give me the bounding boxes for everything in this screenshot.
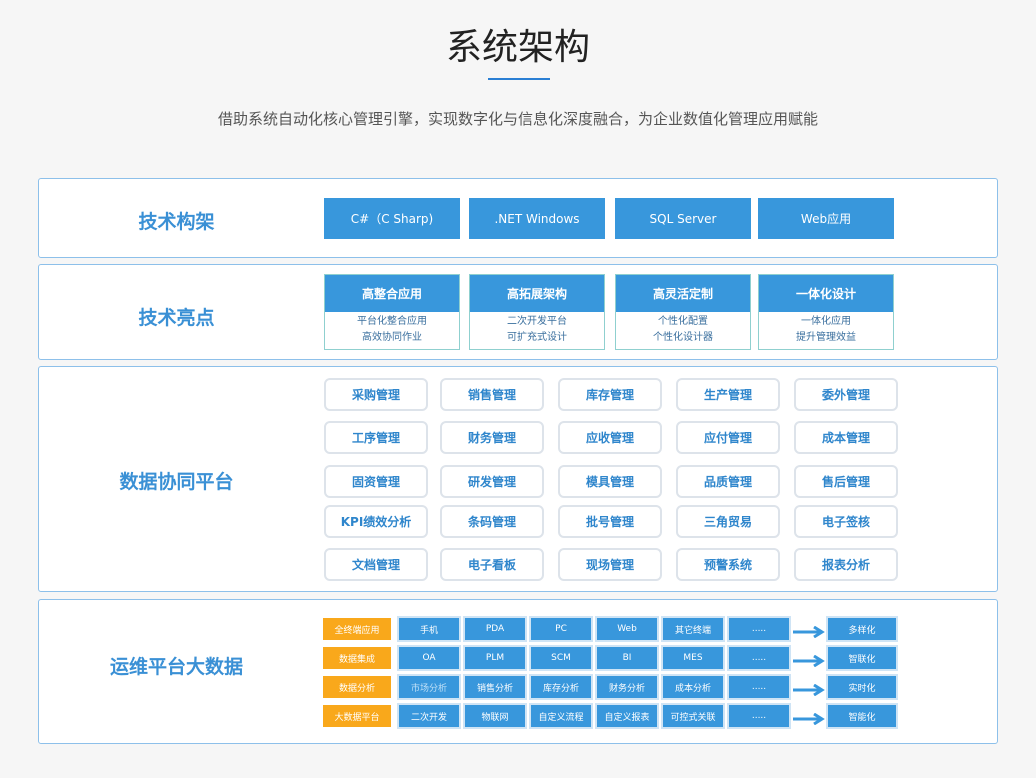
module-item[interactable]: 三角贸易	[676, 505, 780, 538]
ops-item: SCM	[529, 645, 593, 671]
module-item[interactable]: 应收管理	[558, 421, 662, 454]
arrow-right-icon	[793, 652, 825, 668]
module-item[interactable]: 生产管理	[676, 378, 780, 411]
highlight-line: 可扩充式设计	[507, 332, 567, 343]
highlight-title: 一体化设计	[759, 275, 893, 312]
ops-item: .....	[727, 645, 791, 671]
panel-label: 运维平台大数据	[109, 656, 243, 678]
ops-item: 自定义报表	[595, 703, 659, 729]
module-item[interactable]: 成本管理	[794, 421, 898, 454]
module-item[interactable]: 工序管理	[324, 421, 428, 454]
module-item[interactable]: 售后管理	[794, 465, 898, 498]
ops-category: 数据集成	[323, 647, 391, 669]
ops-item: Web	[595, 616, 659, 642]
module-item[interactable]: 委外管理	[794, 378, 898, 411]
highlight-lines: 二次开发平台 可扩充式设计	[470, 314, 604, 346]
module-item[interactable]: 批号管理	[558, 505, 662, 538]
title-underline	[488, 78, 550, 80]
panel-label: 技术亮点	[138, 307, 215, 329]
ops-category: 数据分析	[323, 676, 391, 698]
ops-item: 其它终端	[661, 616, 725, 642]
ops-item: 物联网	[463, 703, 527, 729]
module-item[interactable]: 模具管理	[558, 465, 662, 498]
ops-item: 市场分析	[397, 674, 461, 700]
ops-item: 财务分析	[595, 674, 659, 700]
ops-item: MES	[661, 645, 725, 671]
ops-item: 手机	[397, 616, 461, 642]
ops-result: 智联化	[826, 645, 898, 671]
ops-item: 成本分析	[661, 674, 725, 700]
module-item[interactable]: 固资管理	[324, 465, 428, 498]
modules-panel: 数据协同平台 采购管理 销售管理 库存管理 生产管理 委外管理工序管理 财务管理 应收管理应…	[38, 366, 998, 592]
highlight-title: 高拓展架构	[470, 275, 604, 312]
module-item[interactable]: 采购管理	[324, 378, 428, 411]
highlight-lines: 个性化配置个性化设计器	[616, 314, 750, 346]
ops-category: 全终端应用	[323, 618, 391, 640]
highlight-card: 高拓展架构 二次开发平台 可扩充式设计	[469, 274, 605, 350]
ops-item: PDA	[463, 616, 527, 642]
module-item[interactable]: 研发管理	[440, 465, 544, 498]
module-item[interactable]: 电子签核	[794, 505, 898, 538]
module-item[interactable]: 财务管理	[440, 421, 544, 454]
highlights-panel: 技术亮点 高整合应用 平台化整合应用 高效协同作业 高拓展架构 二次开发平台 可扩充式设计…	[38, 264, 998, 360]
ops-result: 实时化	[826, 674, 898, 700]
highlight-line: 一体化应用	[801, 316, 851, 327]
module-item[interactable]: KPI绩效分析	[324, 505, 428, 538]
module-item[interactable]: 销售管理	[440, 378, 544, 411]
module-item[interactable]: 品质管理	[676, 465, 780, 498]
tech-stack-panel: 技术构架 C#（C Sharp) .NET Windows SQL Server…	[38, 178, 998, 258]
highlight-line: 个性化配置	[658, 316, 708, 327]
ops-item: .....	[727, 616, 791, 642]
ops-item: 库存分析	[529, 674, 593, 700]
highlight-lines: 一体化应用提升管理效益	[759, 314, 893, 346]
ops-item: PC	[529, 616, 593, 642]
highlight-lines: 平台化整合应用 高效协同作业	[325, 314, 459, 346]
ops-category: 大数据平台	[323, 705, 391, 727]
highlight-card: 高灵活定制个性化配置个性化设计器	[615, 274, 751, 350]
tech-item: C#（C Sharp)	[324, 198, 460, 239]
ops-item: BI	[595, 645, 659, 671]
ops-item: PLM	[463, 645, 527, 671]
tech-item: Web应用	[758, 198, 894, 239]
highlight-title: 高灵活定制	[616, 275, 750, 312]
arrow-right-icon	[793, 710, 825, 726]
panel-label: 技术构架	[138, 211, 215, 233]
ops-item: .....	[727, 674, 791, 700]
ops-item: .....	[727, 703, 791, 729]
panel-label: 数据协同平台	[119, 471, 234, 493]
page-title: 系统架构	[445, 27, 590, 68]
ops-item: 二次开发	[397, 703, 461, 729]
highlight-line: 平台化整合应用	[357, 316, 427, 327]
highlight-card: 一体化设计一体化应用提升管理效益	[758, 274, 894, 350]
highlight-line: 个性化设计器	[653, 332, 713, 343]
tech-item: .NET Windows	[469, 198, 605, 239]
ops-item: 自定义流程	[529, 703, 593, 729]
ops-panel: 运维平台大数据 全终端应用 手机 PDA PC Web 其它终端..... 多样化数据集成 O…	[38, 599, 998, 744]
module-item[interactable]: 应付管理	[676, 421, 780, 454]
highlight-card: 高整合应用 平台化整合应用 高效协同作业	[324, 274, 460, 350]
module-item[interactable]: 电子看板	[440, 548, 544, 581]
ops-result: 多样化	[826, 616, 898, 642]
highlight-line: 提升管理效益	[796, 332, 856, 343]
highlight-title: 高整合应用	[325, 275, 459, 312]
module-item[interactable]: 文档管理	[324, 548, 428, 581]
page-subtitle: 借助系统自动化核心管理引擎，实现数字化与信息化深度融合，为企业数值化管理应用赋能	[217, 110, 818, 128]
module-item[interactable]: 报表分析	[794, 548, 898, 581]
module-item[interactable]: 库存管理	[558, 378, 662, 411]
ops-item: 可控式关联	[661, 703, 725, 729]
arrow-right-icon	[793, 681, 825, 697]
ops-item: OA	[397, 645, 461, 671]
tech-item: SQL Server	[615, 198, 751, 239]
ops-result: 智能化	[826, 703, 898, 729]
module-item[interactable]: 条码管理	[440, 505, 544, 538]
highlight-line: 高效协同作业	[362, 332, 422, 343]
arrow-right-icon	[793, 623, 825, 639]
highlight-line: 二次开发平台	[507, 316, 567, 327]
module-item[interactable]: 现场管理	[558, 548, 662, 581]
module-item[interactable]: 预警系统	[676, 548, 780, 581]
ops-item: 销售分析	[463, 674, 527, 700]
